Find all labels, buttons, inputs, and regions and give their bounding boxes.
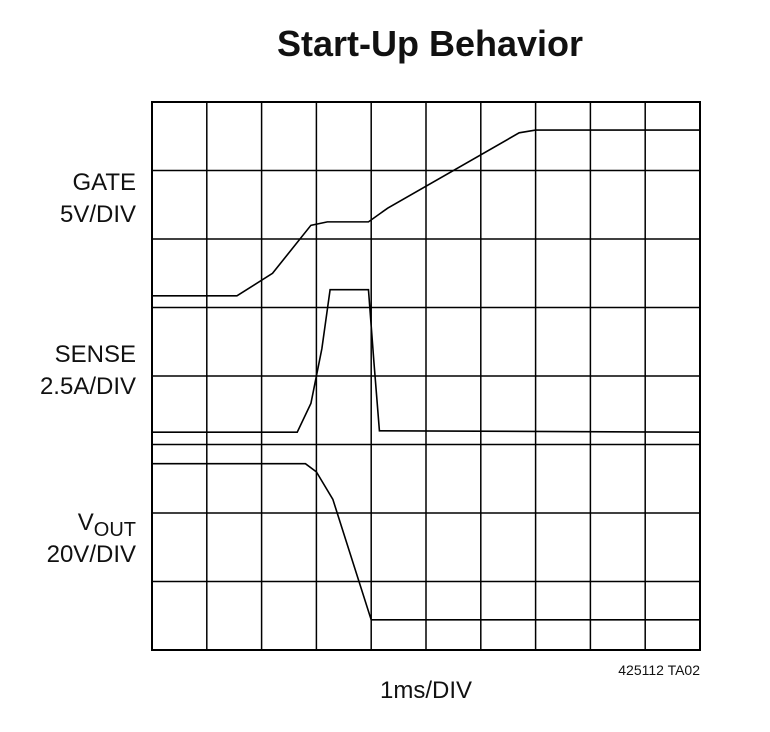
trace-scale: 20V/DIV	[47, 541, 136, 568]
plot-frame	[151, 101, 701, 651]
figure-note: 425112 TA02	[618, 662, 700, 678]
trace-name: V	[78, 509, 94, 536]
chart-title: Start-Up Behavior	[277, 23, 583, 64]
trace-label: GATE	[72, 169, 136, 196]
trace	[152, 288, 701, 433]
trace-name: GATE	[72, 169, 136, 196]
trace-label: SENSE	[55, 341, 136, 368]
trace-name-subscript: OUT	[94, 519, 136, 541]
trace-scale: 2.5A/DIV	[40, 373, 136, 400]
trace-scale: 5V/DIV	[60, 201, 136, 228]
trace	[152, 462, 700, 621]
trace	[152, 129, 700, 297]
x-axis-label: 1ms/DIV	[380, 677, 472, 704]
trace-label: VOUT	[78, 509, 136, 541]
trace-name: SENSE	[55, 341, 136, 368]
